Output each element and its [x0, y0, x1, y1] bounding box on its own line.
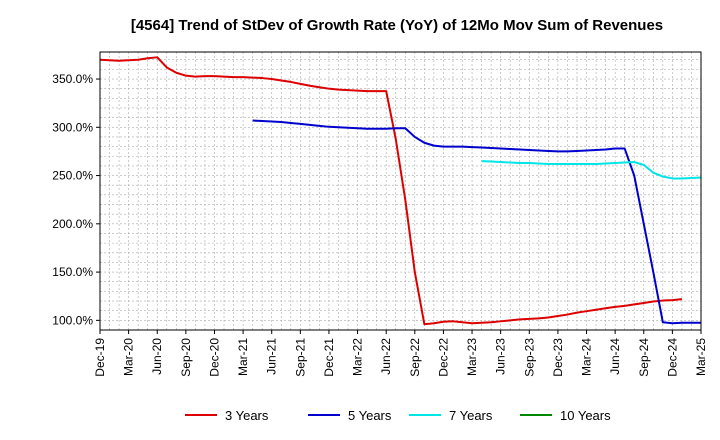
y-tick-label: 100.0%: [52, 313, 93, 327]
x-tick-label: Jun-22: [379, 338, 393, 375]
x-tick-label: Jun-20: [150, 338, 164, 375]
x-tick-label: Mar-20: [122, 338, 136, 376]
x-tick-label: Mar-24: [580, 338, 594, 376]
y-tick-label: 150.0%: [52, 265, 93, 279]
plot-frame: [99, 51, 702, 331]
x-tick-label: Mar-22: [351, 338, 365, 376]
legend-label-1: 3 Years: [225, 408, 269, 423]
legend-label-3: 7 Years: [449, 408, 493, 423]
y-tick-label: 350.0%: [52, 72, 93, 86]
x-tick-label: Dec-19: [93, 338, 107, 377]
x-axis: Dec-19 Mar-20 Jun-20 Sep-20 Dec-20 Mar-21 Jun-…: [93, 330, 708, 377]
grid: [100, 52, 701, 330]
x-tick-label: Dec-21: [322, 338, 336, 377]
chart-title: [4564] Trend of StDev of Growth Rate (Yo…: [131, 17, 663, 34]
y-tick-label: 200.0%: [52, 217, 93, 231]
x-tick-label: Sep-21: [293, 338, 307, 377]
x-tick-label: Sep-22: [408, 338, 422, 377]
series-line-3: [481, 160, 702, 180]
y-tick-label: 250.0%: [52, 169, 93, 183]
series-lines: [99, 56, 702, 326]
series-line-2: [252, 119, 701, 325]
y-axis: 100.0% 150.0% 200.0% 250.0% 300.0% 350.0%: [52, 72, 100, 327]
x-tick-label: Sep-20: [179, 338, 193, 377]
x-tick-label: Dec-24: [665, 338, 679, 377]
legend-label-4: 10 Years: [560, 408, 611, 423]
x-tick-label: Mar-25: [694, 338, 708, 376]
x-tick-label: Dec-22: [436, 338, 450, 377]
x-tick-label: Dec-20: [207, 338, 221, 377]
legend: 3 Years 5 Years 7 Years 10 Years: [185, 408, 611, 423]
x-tick-label: Jun-21: [265, 338, 279, 375]
x-tick-label: Sep-24: [637, 338, 651, 377]
series-line-1: [99, 56, 683, 326]
x-tick-label: Dec-23: [551, 338, 565, 377]
y-tick-label: 300.0%: [52, 120, 93, 134]
x-tick-label: Jun-23: [494, 338, 508, 375]
x-tick-label: Mar-23: [465, 338, 479, 376]
x-tick-label: Jun-24: [608, 338, 622, 375]
x-tick-label: Sep-23: [522, 338, 536, 377]
x-tick-label: Mar-21: [236, 338, 250, 376]
legend-label-2: 5 Years: [348, 408, 392, 423]
